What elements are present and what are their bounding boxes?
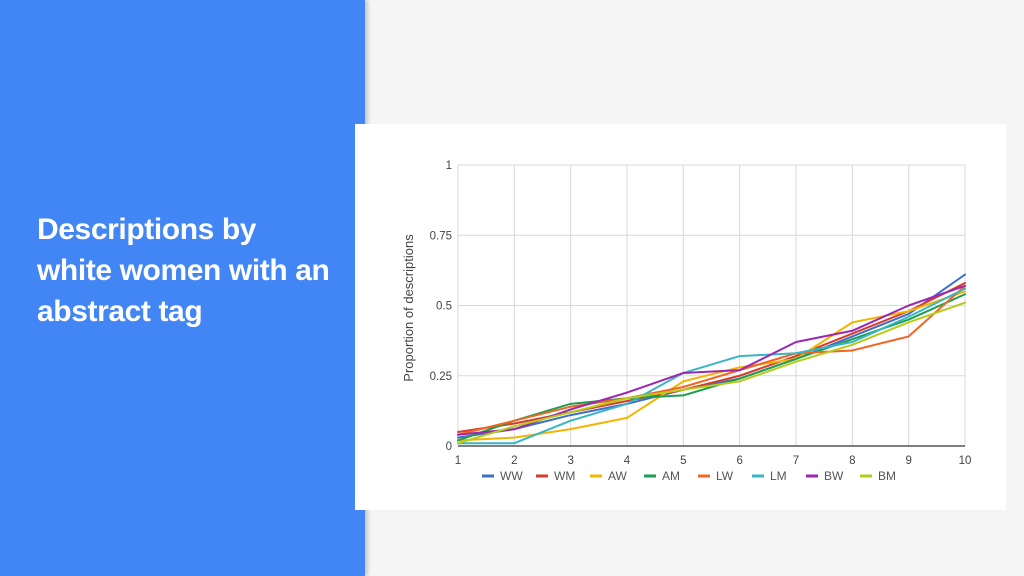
y-tick-label: 1: [446, 160, 452, 172]
legend: WW WM AW AM LW LM BW BM: [482, 469, 896, 483]
x-tick-label: 8: [849, 455, 855, 467]
series-line-am: [457, 293, 966, 442]
y-tick-label: 0.75: [430, 230, 452, 242]
series-line-bw: [457, 284, 966, 436]
x-tick-label: 9: [905, 455, 911, 467]
series-line-bm: [457, 301, 966, 445]
x-tick-label: 7: [793, 455, 799, 467]
x-tick-label: 5: [680, 455, 686, 467]
slide-title: Descriptions by white women with an abst…: [37, 213, 330, 328]
series-line-wm: [457, 282, 966, 433]
legend-label-bw: BW: [824, 469, 844, 483]
legend-label-lm: LM: [770, 469, 787, 483]
chart-card: 1 2 3 4 5 6 7 8 9 10 0 0.25 0.5 0.75 1 Proportion of d…: [355, 124, 1006, 510]
legend-label-wm: WM: [554, 469, 575, 483]
title-panel: Descriptions by white women with an abst…: [0, 0, 365, 576]
x-tick-label: 6: [736, 455, 742, 467]
series-lines: [457, 273, 966, 445]
legend-label-am: AM: [662, 469, 680, 483]
line-chart: 1 2 3 4 5 6 7 8 9 10 0 0.25 0.5 0.75 1 Proportion of d…: [401, 160, 972, 483]
legend-label-lw: LW: [716, 469, 734, 483]
legend-label-bm: BM: [878, 469, 896, 483]
x-tick-label: 2: [511, 455, 517, 467]
x-tick-label: 4: [624, 455, 631, 467]
series-line-aw: [457, 290, 966, 442]
legend-label-ww: WW: [500, 469, 523, 483]
y-tick-label: 0: [446, 441, 452, 453]
x-tick-label: 10: [959, 455, 972, 467]
x-tick-label: 1: [455, 455, 461, 467]
legend-label-aw: AW: [608, 469, 628, 483]
y-tick-label: 0.25: [430, 371, 452, 383]
series-line-lm: [457, 287, 966, 445]
grid: [457, 164, 966, 447]
series-line-lw: [457, 284, 966, 436]
y-axis-label: Proportion of descriptions: [401, 234, 416, 382]
x-tick-label: 3: [567, 455, 573, 467]
axes: 1 2 3 4 5 6 7 8 9 10 0 0.25 0.5 0.75 1: [430, 160, 972, 467]
y-tick-label: 0.5: [436, 301, 452, 313]
series-line-ww: [457, 273, 966, 439]
